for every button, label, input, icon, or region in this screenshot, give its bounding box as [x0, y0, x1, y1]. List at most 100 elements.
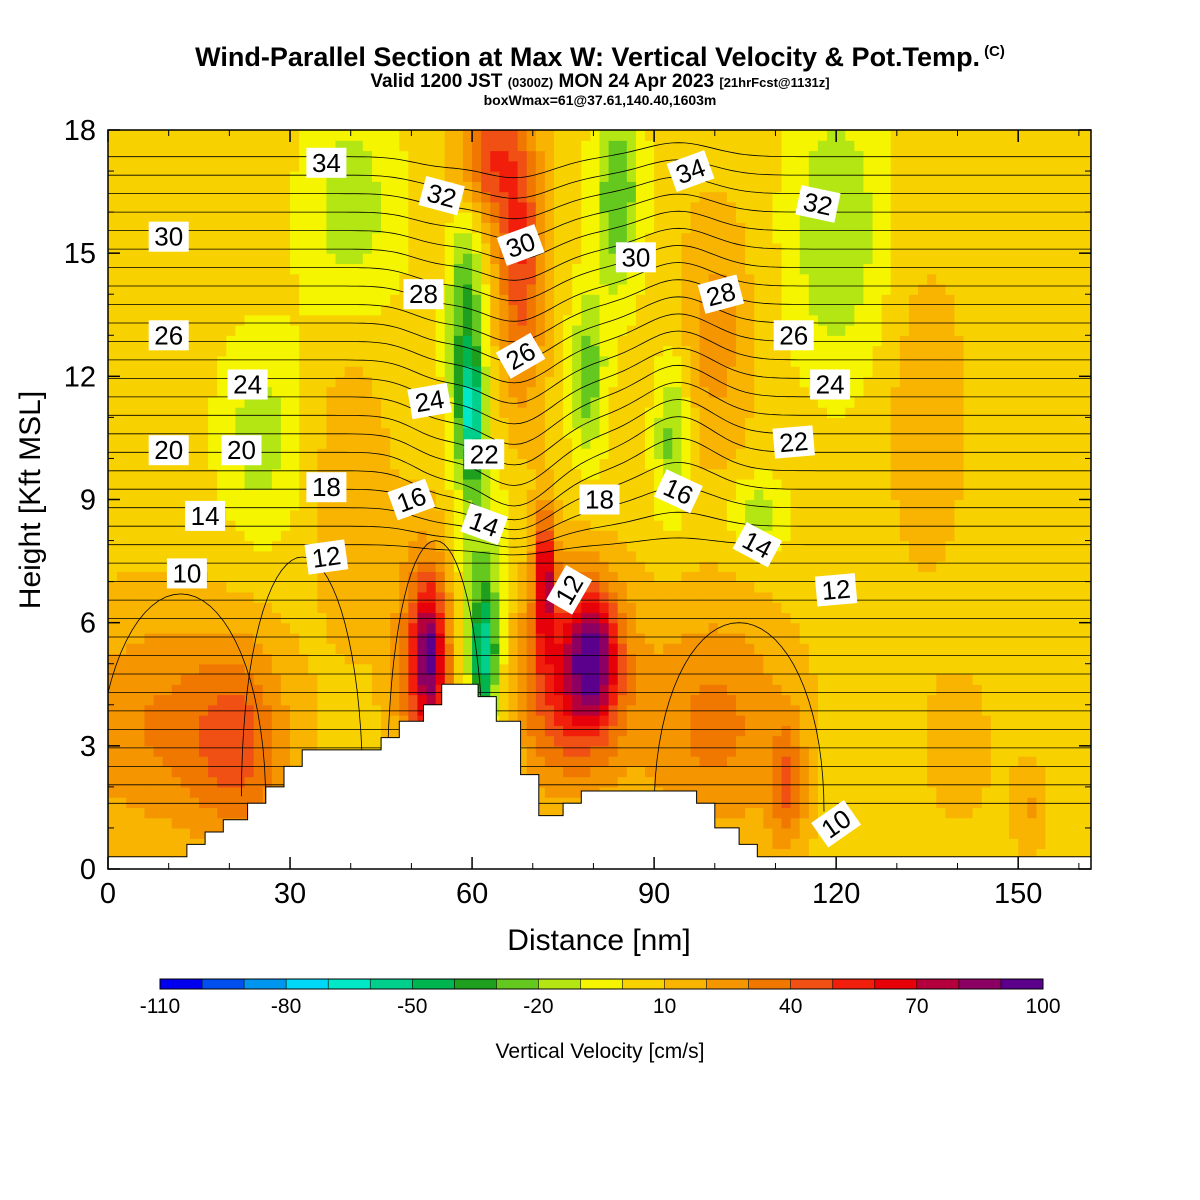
w-cell: [435, 345, 446, 357]
w-cell: [672, 191, 683, 203]
w-cell: [535, 304, 546, 316]
w-cell: [490, 612, 500, 624]
w-cell: [162, 355, 173, 367]
w-cell: [608, 468, 619, 480]
w-cell: [699, 345, 710, 357]
w-cell: [117, 427, 127, 439]
w-cell: [244, 581, 255, 593]
w-cell: [144, 489, 155, 501]
w-cell: [399, 715, 409, 726]
w-cell: [708, 766, 719, 778]
w-cell: [663, 673, 673, 685]
w-cell: [371, 581, 382, 593]
w-cell: [736, 684, 746, 696]
w-cell: [390, 673, 400, 685]
w-cell: [217, 232, 227, 244]
w-cell: [280, 273, 291, 285]
w-cell: [672, 448, 683, 460]
w-cell: [290, 253, 300, 265]
w-cell: [162, 673, 173, 685]
w-cell: [499, 478, 510, 490]
w-cell: [381, 212, 391, 223]
w-cell: [162, 622, 173, 634]
w-cell: [399, 130, 409, 141]
w-cell: [626, 160, 637, 172]
w-cell: [472, 201, 482, 213]
w-cell: [117, 797, 127, 809]
w-cell: [417, 427, 428, 439]
w-cell: [262, 704, 273, 716]
w-cell: [335, 520, 346, 531]
w-cell: [117, 150, 127, 162]
w-cell: [462, 540, 473, 552]
w-cell: [499, 704, 510, 716]
w-cell: [399, 253, 409, 265]
w-cell: [208, 632, 218, 644]
w-cell: [499, 694, 510, 706]
w-cell: [481, 499, 491, 511]
w-cell: [699, 715, 710, 726]
w-cell: [472, 407, 482, 418]
w-cell: [126, 694, 136, 706]
w-cell: [708, 407, 719, 418]
w-cell: [299, 622, 309, 634]
w-cell: [599, 253, 610, 265]
w-cell: [544, 530, 555, 542]
w-cell: [635, 550, 646, 562]
w-cell: [408, 150, 419, 162]
w-cell: [253, 530, 264, 542]
w-cell: [180, 622, 191, 634]
w-cell: [617, 684, 628, 696]
w-cell: [635, 673, 646, 685]
w-cell: [690, 591, 701, 603]
w-cell: [381, 273, 391, 285]
w-cell: [226, 140, 237, 152]
w-cell: [535, 653, 546, 665]
w-cell: [526, 499, 537, 511]
w-cell: [244, 797, 255, 809]
w-cell: [672, 776, 683, 788]
w-cell: [235, 355, 246, 367]
w-cell: [499, 150, 510, 162]
w-cell: [699, 530, 710, 542]
w-cell: [572, 325, 582, 336]
w-cell: [171, 140, 182, 152]
w-cell: [663, 140, 673, 152]
w-cell: [708, 345, 719, 357]
w-cell: [317, 386, 328, 398]
w-cell: [362, 294, 373, 306]
w-cell: [726, 427, 737, 439]
w-cell: [344, 591, 355, 603]
w-cell: [462, 663, 473, 675]
w-cell: [444, 499, 455, 511]
w-cell: [553, 643, 564, 655]
w-cell: [717, 458, 728, 470]
w-cell: [189, 273, 200, 285]
w-cell: [526, 366, 537, 377]
w-cell: [581, 201, 591, 213]
w-cell: [453, 355, 464, 367]
w-cell: [626, 561, 637, 572]
w-cell: [217, 540, 227, 552]
w-cell: [481, 366, 491, 377]
w-cell: [244, 612, 255, 624]
w-cell: [472, 181, 482, 193]
w-cell: [126, 838, 136, 850]
w-cell: [590, 130, 601, 141]
w-cell: [453, 171, 464, 182]
w-cell: [326, 396, 337, 408]
w-cell: [699, 550, 710, 562]
w-cell: [235, 725, 246, 737]
w-cell: [344, 448, 355, 460]
w-cell: [390, 417, 400, 429]
w-cell: [317, 612, 328, 624]
w-cell: [353, 550, 364, 562]
w-cell: [271, 458, 282, 470]
w-cell: [663, 499, 673, 511]
w-cell: [153, 797, 164, 809]
w-cell: [481, 273, 491, 285]
w-cell: [135, 715, 146, 726]
w-cell: [162, 632, 173, 644]
w-cell: [626, 520, 637, 531]
w-cell: [544, 201, 555, 213]
